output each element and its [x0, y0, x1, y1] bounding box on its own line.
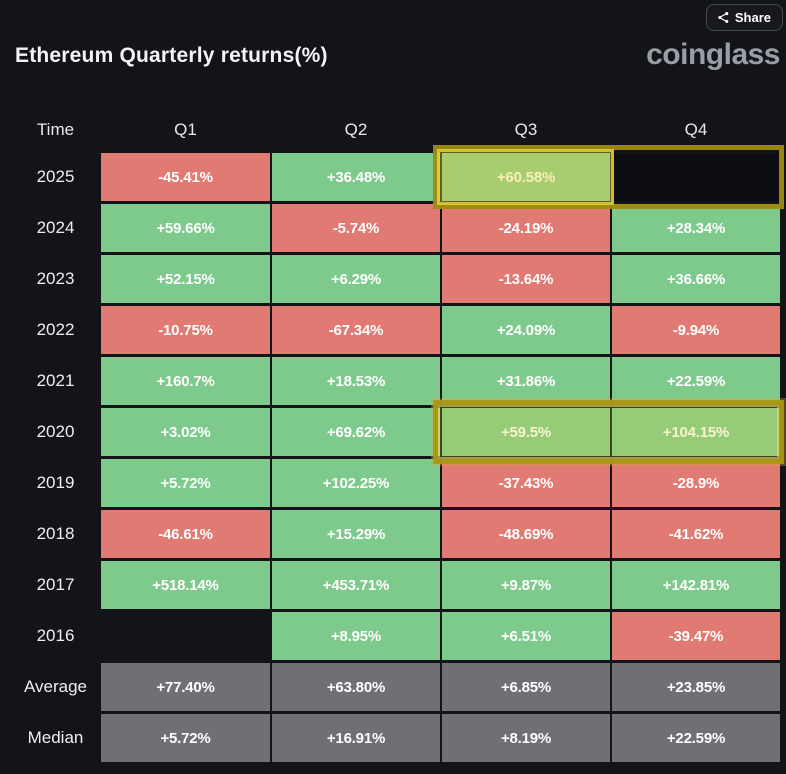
column-header-q4: Q4 — [684, 120, 708, 139]
cell-2017-q3: +9.87% — [442, 561, 610, 609]
cell-2017-q2: +453.71% — [272, 561, 440, 609]
cell-2022-q1: -10.75% — [101, 306, 270, 354]
share-button-label: Share — [734, 10, 771, 25]
cell-2025-q1: -45.41% — [101, 153, 270, 201]
coinglass-logo: coinglass — [646, 38, 780, 71]
cell-average-q1: +77.40% — [101, 663, 270, 711]
table-header-row: Time Q1 Q2 Q3 Q4 — [0, 110, 786, 150]
cell-median-q1: +5.72% — [101, 714, 270, 762]
cell-2016-q3: +6.51% — [442, 612, 610, 660]
cell-average-q4: +23.85% — [612, 663, 780, 711]
row-label: 2022 — [36, 320, 75, 339]
row-label: 2016 — [36, 626, 75, 645]
cell-2020-q4: +104.15% — [612, 408, 780, 456]
row-label: 2025 — [36, 167, 75, 186]
cell-2020-q2: +69.62% — [272, 408, 440, 456]
row-label: Average — [23, 677, 87, 696]
cell-2021-q2: +18.53% — [272, 357, 440, 405]
table-row-median: Median +5.72% +16.91% +8.19% +22.59% — [0, 714, 786, 762]
cell-2024-q2: -5.74% — [272, 204, 440, 252]
row-label: 2020 — [36, 422, 75, 441]
table-row-2018: 2018 -46.61% +15.29% -48.69% -41.62% — [0, 510, 786, 558]
column-header-q1: Q1 — [174, 120, 197, 139]
cell-2018-q4: -41.62% — [612, 510, 780, 558]
cell-2021-q1: +160.7% — [101, 357, 270, 405]
cell-2017-q4: +142.81% — [612, 561, 780, 609]
cell-2022-q2: -67.34% — [272, 306, 440, 354]
cell-2023-q2: +6.29% — [272, 255, 440, 303]
table-row-2021: 2021 +160.7% +18.53% +31.86% +22.59% — [0, 357, 786, 405]
cell-median-q4: +22.59% — [612, 714, 780, 762]
cell-2023-q1: +52.15% — [101, 255, 270, 303]
row-label: Median — [27, 728, 84, 747]
table-row-average: Average +77.40% +63.80% +6.85% +23.85% — [0, 663, 786, 711]
returns-table: Time Q1 Q2 Q3 Q4 2025 -45.41% +36.48% +60.5… — [0, 110, 786, 762]
cell-2018-q3: -48.69% — [442, 510, 610, 558]
cell-2019-q1: +5.72% — [101, 459, 270, 507]
column-header-time: Time — [36, 120, 75, 139]
table-row-2016: 2016 +8.95% +6.51% -39.47% — [0, 612, 786, 660]
table-row-2023: 2023 +52.15% +6.29% -13.64% +36.66% — [0, 255, 786, 303]
cell-2019-q4: -28.9% — [612, 459, 780, 507]
row-label: 2019 — [36, 473, 75, 492]
cell-average-q3: +6.85% — [442, 663, 610, 711]
table-row-2017: 2017 +518.14% +453.71% +9.87% +142.81% — [0, 561, 786, 609]
table-row-2019: 2019 +5.72% +102.25% -37.43% -28.9% — [0, 459, 786, 507]
page-title: Ethereum Quarterly returns(%) — [15, 44, 328, 67]
cell-2018-q1: -46.61% — [101, 510, 270, 558]
cell-2021-q4: +22.59% — [612, 357, 780, 405]
cell-2021-q3: +31.86% — [442, 357, 610, 405]
row-label: 2024 — [36, 218, 75, 237]
cell-2016-q2: +8.95% — [272, 612, 440, 660]
cell-2020-q1: +3.02% — [101, 408, 270, 456]
share-icon — [717, 11, 730, 24]
row-label: 2018 — [36, 524, 75, 543]
cell-2024-q3: -24.19% — [442, 204, 610, 252]
cell-2020-q3: +59.5% — [442, 408, 610, 456]
column-header-q3: Q3 — [514, 120, 538, 139]
cell-median-q3: +8.19% — [442, 714, 610, 762]
cell-2016-q4: -39.47% — [612, 612, 780, 660]
cell-2022-q4: -9.94% — [612, 306, 780, 354]
cell-2023-q3: -13.64% — [442, 255, 610, 303]
cell-2024-q4: +28.34% — [612, 204, 780, 252]
cell-2025-q4 — [612, 153, 780, 201]
share-button[interactable]: Share — [705, 4, 783, 31]
table-body: 2025 -45.41% +36.48% +60.58% 2024 +59.66% -5.7… — [0, 153, 786, 762]
table-row-2020: 2020 +3.02% +69.62% +59.5% +104.15% — [0, 408, 786, 456]
cell-2022-q3: +24.09% — [442, 306, 610, 354]
cell-2025-q3: +60.58% — [442, 153, 610, 201]
row-label: 2021 — [36, 371, 75, 390]
cell-2018-q2: +15.29% — [272, 510, 440, 558]
cell-average-q2: +63.80% — [272, 663, 440, 711]
column-header-q2: Q2 — [344, 120, 368, 139]
cell-2023-q4: +36.66% — [612, 255, 780, 303]
cell-2025-q2: +36.48% — [272, 153, 440, 201]
cell-2019-q3: -37.43% — [442, 459, 610, 507]
cell-2016-q1 — [101, 612, 270, 660]
row-label: 2017 — [36, 575, 75, 594]
row-label: 2023 — [36, 269, 75, 288]
cell-2017-q1: +518.14% — [101, 561, 270, 609]
table-row-2024: 2024 +59.66% -5.74% -24.19% +28.34% — [0, 204, 786, 252]
cell-median-q2: +16.91% — [272, 714, 440, 762]
cell-2019-q2: +102.25% — [272, 459, 440, 507]
table-row-2022: 2022 -10.75% -67.34% +24.09% -9.94% — [0, 306, 786, 354]
table-row-2025: 2025 -45.41% +36.48% +60.58% — [0, 153, 786, 201]
cell-2024-q1: +59.66% — [101, 204, 270, 252]
